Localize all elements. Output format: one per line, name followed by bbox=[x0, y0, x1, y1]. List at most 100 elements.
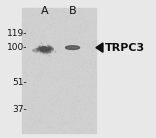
Point bbox=[79, 81, 81, 83]
Point bbox=[28, 45, 31, 47]
Point bbox=[48, 25, 51, 27]
Point bbox=[83, 77, 85, 79]
Point bbox=[33, 20, 36, 22]
Point bbox=[32, 118, 34, 120]
Point bbox=[39, 51, 42, 53]
Point bbox=[66, 30, 69, 33]
Point bbox=[76, 40, 79, 42]
Point bbox=[85, 80, 87, 83]
Point bbox=[26, 116, 29, 118]
Point bbox=[77, 43, 79, 45]
Point bbox=[30, 99, 33, 101]
Point bbox=[35, 58, 37, 60]
Point bbox=[65, 124, 68, 126]
Point bbox=[27, 23, 29, 25]
Point bbox=[48, 46, 50, 48]
Point bbox=[71, 69, 73, 71]
Point bbox=[53, 104, 55, 106]
Point bbox=[29, 27, 32, 29]
Point bbox=[42, 71, 44, 73]
Point bbox=[37, 21, 40, 23]
Point bbox=[44, 50, 46, 52]
Point bbox=[25, 78, 28, 80]
Point bbox=[67, 120, 70, 122]
Point bbox=[77, 47, 80, 49]
Point bbox=[61, 119, 63, 121]
Point bbox=[81, 46, 84, 48]
Point bbox=[54, 30, 57, 32]
Point bbox=[79, 15, 81, 17]
Point bbox=[28, 15, 30, 17]
Point bbox=[94, 43, 96, 45]
Point bbox=[84, 15, 86, 17]
Point bbox=[26, 24, 28, 26]
Point bbox=[74, 64, 76, 67]
Point bbox=[65, 67, 68, 70]
Point bbox=[90, 78, 93, 80]
Point bbox=[47, 106, 50, 108]
Point bbox=[77, 117, 79, 119]
Point bbox=[78, 117, 81, 120]
Point bbox=[27, 59, 29, 61]
Point bbox=[42, 111, 44, 113]
Point bbox=[35, 108, 37, 111]
Point bbox=[27, 104, 29, 106]
Point bbox=[43, 111, 46, 113]
Point bbox=[86, 75, 89, 78]
Point bbox=[88, 97, 90, 99]
Point bbox=[46, 56, 48, 58]
Point bbox=[54, 22, 57, 24]
Point bbox=[93, 125, 96, 128]
Point bbox=[26, 124, 28, 126]
Point bbox=[91, 103, 93, 106]
Point bbox=[29, 34, 31, 36]
Point bbox=[35, 100, 37, 102]
Point bbox=[63, 126, 66, 128]
Point bbox=[40, 113, 42, 115]
Point bbox=[24, 41, 26, 43]
Point bbox=[37, 99, 40, 101]
Point bbox=[90, 28, 93, 31]
Point bbox=[93, 105, 96, 108]
Point bbox=[37, 57, 40, 59]
Point bbox=[23, 90, 26, 92]
Point bbox=[31, 45, 33, 47]
Point bbox=[49, 16, 51, 18]
Point bbox=[24, 7, 26, 9]
Point bbox=[51, 40, 54, 42]
Point bbox=[39, 119, 41, 121]
Point bbox=[87, 117, 89, 119]
Point bbox=[84, 24, 86, 26]
Point bbox=[80, 18, 83, 20]
Point bbox=[70, 23, 73, 25]
Point bbox=[78, 117, 81, 119]
Point bbox=[36, 125, 38, 127]
Point bbox=[83, 124, 86, 126]
Point bbox=[89, 59, 92, 62]
Point bbox=[83, 124, 85, 126]
Point bbox=[54, 62, 56, 64]
Point bbox=[72, 49, 75, 51]
Point bbox=[43, 103, 46, 106]
Point bbox=[95, 61, 97, 63]
Point bbox=[58, 87, 60, 89]
Point bbox=[40, 49, 42, 51]
Point bbox=[43, 127, 46, 129]
Point bbox=[38, 118, 40, 120]
Point bbox=[91, 128, 93, 130]
Point bbox=[74, 118, 76, 120]
Point bbox=[58, 62, 60, 64]
Point bbox=[86, 60, 88, 62]
Point bbox=[46, 55, 49, 57]
Point bbox=[59, 99, 62, 101]
Point bbox=[93, 126, 96, 128]
Point bbox=[66, 101, 68, 103]
Point bbox=[92, 54, 94, 56]
Point bbox=[54, 51, 57, 53]
Point bbox=[83, 18, 85, 21]
Point bbox=[32, 84, 34, 86]
Point bbox=[93, 112, 96, 114]
Point bbox=[41, 86, 44, 88]
Point bbox=[70, 40, 73, 42]
Point bbox=[30, 92, 32, 95]
